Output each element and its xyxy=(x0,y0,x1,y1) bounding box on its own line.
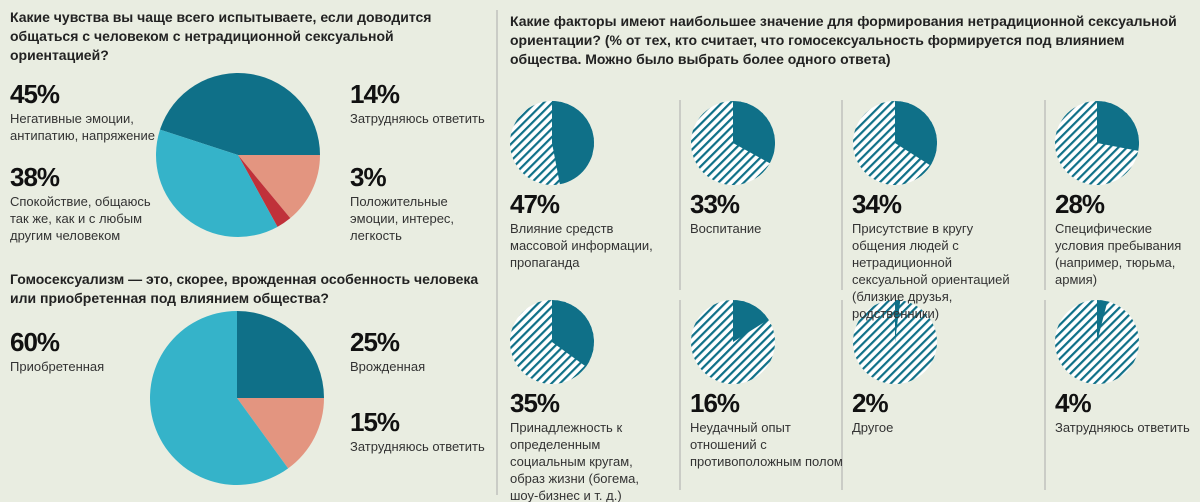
category-label: Затрудняюсь ответить xyxy=(1055,420,1190,435)
pie-slice xyxy=(238,155,291,227)
category-label: Затрудняюсь ответить xyxy=(350,439,485,454)
value-label: 25% xyxy=(350,327,400,357)
value-label: 16% xyxy=(690,388,740,418)
chart-title: Гомосексуализм — это, скорее, врожденная… xyxy=(10,271,479,306)
value-label: 33% xyxy=(690,189,740,219)
category-label: Положительные эмоции, интерес, легкость xyxy=(350,194,455,243)
value-label: 45% xyxy=(10,79,60,109)
pie-slice xyxy=(1097,101,1139,151)
category-label: Другое xyxy=(852,420,894,435)
pie-slice xyxy=(895,300,901,342)
value-label: 60% xyxy=(10,327,60,357)
value-label: 47% xyxy=(510,189,560,219)
category-label: Принадлежность к определенным социальным… xyxy=(510,420,640,502)
value-label: 38% xyxy=(10,162,60,192)
category-label: Затрудняюсь ответить xyxy=(350,111,485,126)
category-label: Негативные эмоции, антипатию, напряжение xyxy=(10,111,155,143)
pie-slice xyxy=(237,398,324,469)
value-label: 2% xyxy=(852,388,889,418)
category-label: Приобретенная xyxy=(10,359,105,374)
chart-title: Какие чувства вы чаще всего испытываете,… xyxy=(10,9,432,63)
category-label: Влияние средств массовой информации, про… xyxy=(510,221,653,270)
value-label: 4% xyxy=(1055,388,1092,418)
pie-slice xyxy=(160,73,320,155)
pie-slice xyxy=(1097,300,1108,342)
category-label: Специфические условия пребывания (наприм… xyxy=(1055,221,1182,287)
value-label: 35% xyxy=(510,388,560,418)
pie-slice xyxy=(238,155,320,219)
category-label: Неудачный опыт отношений с противоположн… xyxy=(690,420,843,469)
pie-slice xyxy=(733,101,775,164)
pie-slice xyxy=(155,129,278,237)
category-label: Воспитание xyxy=(690,221,762,236)
value-label: 28% xyxy=(1055,189,1105,219)
category-label: Присутствие в кругу общения людей с нетр… xyxy=(852,221,1010,321)
pie-slice xyxy=(552,300,594,367)
value-label: 14% xyxy=(350,79,400,109)
category-label: Врожденная xyxy=(350,359,426,374)
category-label: Спокойствие, общаюсь так же, как и с люб… xyxy=(10,194,151,243)
pie-slice xyxy=(733,300,769,342)
pie-slice xyxy=(895,101,938,166)
chart-title: Какие факторы имеют наибольшее значение … xyxy=(510,13,1177,67)
pie-slice xyxy=(150,311,289,485)
value-label: 34% xyxy=(852,189,902,219)
pie-slice xyxy=(237,311,324,398)
value-label: 3% xyxy=(350,162,387,192)
pie-slice xyxy=(552,101,594,185)
value-label: 15% xyxy=(350,407,400,437)
